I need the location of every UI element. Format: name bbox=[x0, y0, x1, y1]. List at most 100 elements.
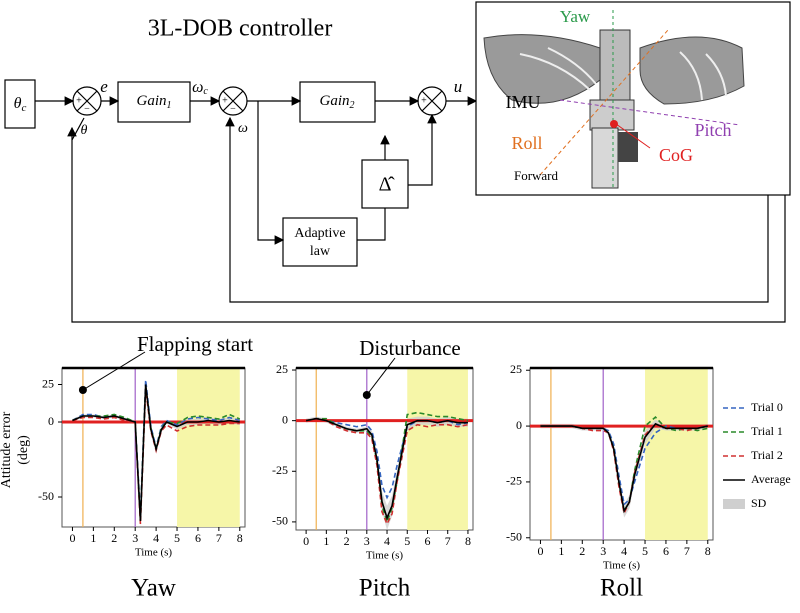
x-tick-label: 2 bbox=[344, 534, 350, 548]
shaded-region bbox=[645, 368, 708, 540]
y-axis-label: Attitude error (deg) bbox=[0, 411, 31, 489]
robot-cog-label: CoG bbox=[659, 145, 693, 165]
chart-title: Yaw bbox=[131, 575, 176, 602]
x-axis-label: Time (s) bbox=[366, 550, 404, 562]
x-tick-label: 5 bbox=[642, 544, 648, 558]
error-label: e bbox=[100, 77, 108, 96]
y-tick-label: 25 bbox=[42, 376, 54, 390]
y-tick-label: 25 bbox=[510, 362, 522, 376]
x-tick-label: 6 bbox=[663, 544, 669, 558]
x-tick-label: 6 bbox=[424, 534, 430, 548]
gain1-block bbox=[117, 81, 191, 123]
control-label: u bbox=[454, 77, 463, 96]
subscript: c bbox=[21, 102, 26, 114]
x-tick-label: 7 bbox=[684, 544, 690, 558]
adaptive-law-line: Adaptive bbox=[294, 226, 345, 241]
x-axis-label: Time (s) bbox=[135, 547, 173, 559]
adaptive-law-line: law bbox=[310, 244, 331, 259]
diagram-title: 3L-DOB controller bbox=[148, 16, 333, 42]
x-tick-label: 3 bbox=[600, 544, 606, 558]
series-line bbox=[72, 384, 240, 522]
robot-forward-label: Forward bbox=[514, 168, 559, 183]
sign: + bbox=[421, 95, 427, 106]
symbol: ω bbox=[192, 79, 203, 96]
annotation-dot bbox=[362, 391, 371, 399]
sign: − bbox=[84, 103, 90, 114]
sign: + bbox=[76, 95, 82, 106]
subscript: c bbox=[203, 86, 208, 97]
gain1-label: Gain1 bbox=[137, 93, 172, 111]
annotation-dot bbox=[78, 386, 87, 394]
y-tick-label: -50 bbox=[38, 489, 54, 503]
estimate-label: Δ̂ bbox=[379, 174, 396, 196]
sign: + bbox=[222, 95, 228, 106]
legend-label: Trial 2 bbox=[751, 448, 783, 462]
subscript: 1 bbox=[167, 100, 172, 111]
feedback-omega-label: ω bbox=[238, 121, 248, 136]
y-tick-label: -50 bbox=[506, 530, 522, 544]
x-tick-label: 8 bbox=[465, 534, 471, 548]
robot-yaw-label: Yaw bbox=[560, 7, 591, 26]
x-tick-label: 2 bbox=[579, 544, 585, 558]
robot-panel bbox=[475, 1, 791, 196]
annotation: Disturbance bbox=[359, 336, 460, 360]
sum-junction: + − bbox=[72, 86, 102, 116]
gain2-label: Gain2 bbox=[320, 93, 355, 111]
legend-swatch bbox=[723, 499, 745, 509]
y-tick-label: -25 bbox=[272, 463, 288, 477]
x-tick-label: 0 bbox=[303, 534, 309, 548]
sd-band bbox=[306, 416, 468, 530]
x-tick-label: 7 bbox=[216, 531, 222, 545]
legend-label: Trial 0 bbox=[751, 400, 783, 414]
annotation-leader bbox=[82, 351, 146, 391]
y-tick-label: -25 bbox=[506, 474, 522, 488]
series-line bbox=[72, 385, 241, 520]
annotation: Flapping start bbox=[137, 332, 253, 356]
y-tick-label: 0 bbox=[282, 412, 288, 426]
legend-label: Average bbox=[751, 472, 791, 486]
robot-roll-label: Roll bbox=[511, 133, 542, 153]
robot-pitch-label: Pitch bbox=[694, 120, 731, 140]
x-tick-label: 8 bbox=[705, 544, 711, 558]
x-tick-label: 5 bbox=[404, 534, 410, 548]
series-line bbox=[540, 422, 708, 514]
x-tick-label: 8 bbox=[237, 531, 243, 545]
x-tick-label: 4 bbox=[621, 544, 627, 558]
y-tick-label: 0 bbox=[516, 418, 522, 432]
shaded-region bbox=[177, 368, 240, 527]
reference-label: θc bbox=[14, 95, 27, 114]
x-tick-label: 1 bbox=[558, 544, 564, 558]
x-tick-label: 7 bbox=[445, 534, 451, 548]
x-tick-label: 0 bbox=[537, 544, 543, 558]
sum-junction: + − bbox=[218, 86, 248, 116]
series-line bbox=[305, 417, 468, 521]
legend-label: SD bbox=[751, 496, 767, 510]
x-tick-label: 0 bbox=[69, 531, 75, 545]
robot-imu-label: IMU bbox=[506, 92, 541, 112]
symbol: Gain bbox=[137, 93, 167, 109]
reference-block bbox=[4, 79, 36, 129]
sum-junction: + bbox=[417, 86, 447, 116]
feedback-theta-label: θ bbox=[81, 123, 88, 138]
chart-title: Pitch bbox=[359, 575, 411, 602]
x-tick-label: 1 bbox=[323, 534, 329, 548]
chart-title: Roll bbox=[600, 575, 643, 602]
x-tick-label: 4 bbox=[153, 531, 159, 545]
x-tick-label: 6 bbox=[195, 531, 201, 545]
subscript: 2 bbox=[350, 100, 355, 111]
series-line bbox=[305, 417, 469, 526]
x-axis-label: Time (s) bbox=[603, 560, 641, 572]
x-tick-label: 2 bbox=[111, 531, 117, 545]
y-tick-label: -50 bbox=[272, 514, 288, 528]
x-tick-label: 5 bbox=[174, 531, 180, 545]
symbol: θ bbox=[14, 95, 22, 112]
omega-c-label: ωc bbox=[192, 79, 208, 98]
legend-label: Trial 1 bbox=[751, 424, 783, 438]
symbol: Gain bbox=[320, 93, 350, 109]
annotation-leader bbox=[366, 357, 396, 396]
sign: − bbox=[230, 103, 236, 114]
x-tick-label: 4 bbox=[384, 534, 390, 548]
y-tick-label: 25 bbox=[276, 362, 288, 376]
